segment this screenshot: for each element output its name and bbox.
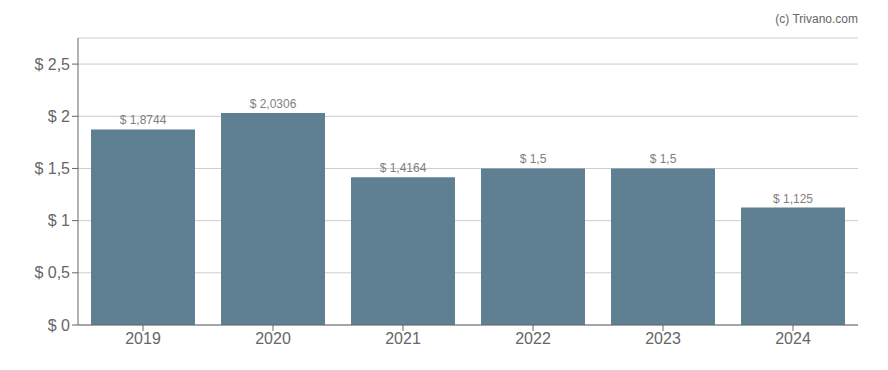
svg-text:$ 1,5: $ 1,5 [34, 160, 70, 177]
svg-text:$ 1,8744: $ 1,8744 [120, 113, 167, 127]
svg-text:2023: 2023 [645, 330, 681, 347]
svg-text:2021: 2021 [385, 330, 421, 347]
svg-text:$ 1,5: $ 1,5 [650, 152, 677, 166]
svg-text:$ 2: $ 2 [48, 108, 70, 125]
svg-text:$ 0,5: $ 0,5 [34, 264, 70, 281]
svg-text:2024: 2024 [775, 330, 811, 347]
svg-text:$ 2,0306: $ 2,0306 [250, 97, 297, 111]
svg-text:$ 1,125: $ 1,125 [773, 192, 813, 206]
svg-text:$ 0: $ 0 [48, 317, 70, 334]
svg-text:2020: 2020 [255, 330, 291, 347]
svg-text:$ 2,5: $ 2,5 [34, 56, 70, 73]
html-text:(c) Trivano.com: (c) Trivano.com [775, 12, 858, 26]
svg-text:$ 1: $ 1 [48, 212, 70, 229]
svg-text:2022: 2022 [515, 330, 551, 347]
svg-text:$ 1,4164: $ 1,4164 [380, 161, 427, 175]
svg-text:$ 1,5: $ 1,5 [520, 152, 547, 166]
svg-text:2019: 2019 [125, 330, 161, 347]
